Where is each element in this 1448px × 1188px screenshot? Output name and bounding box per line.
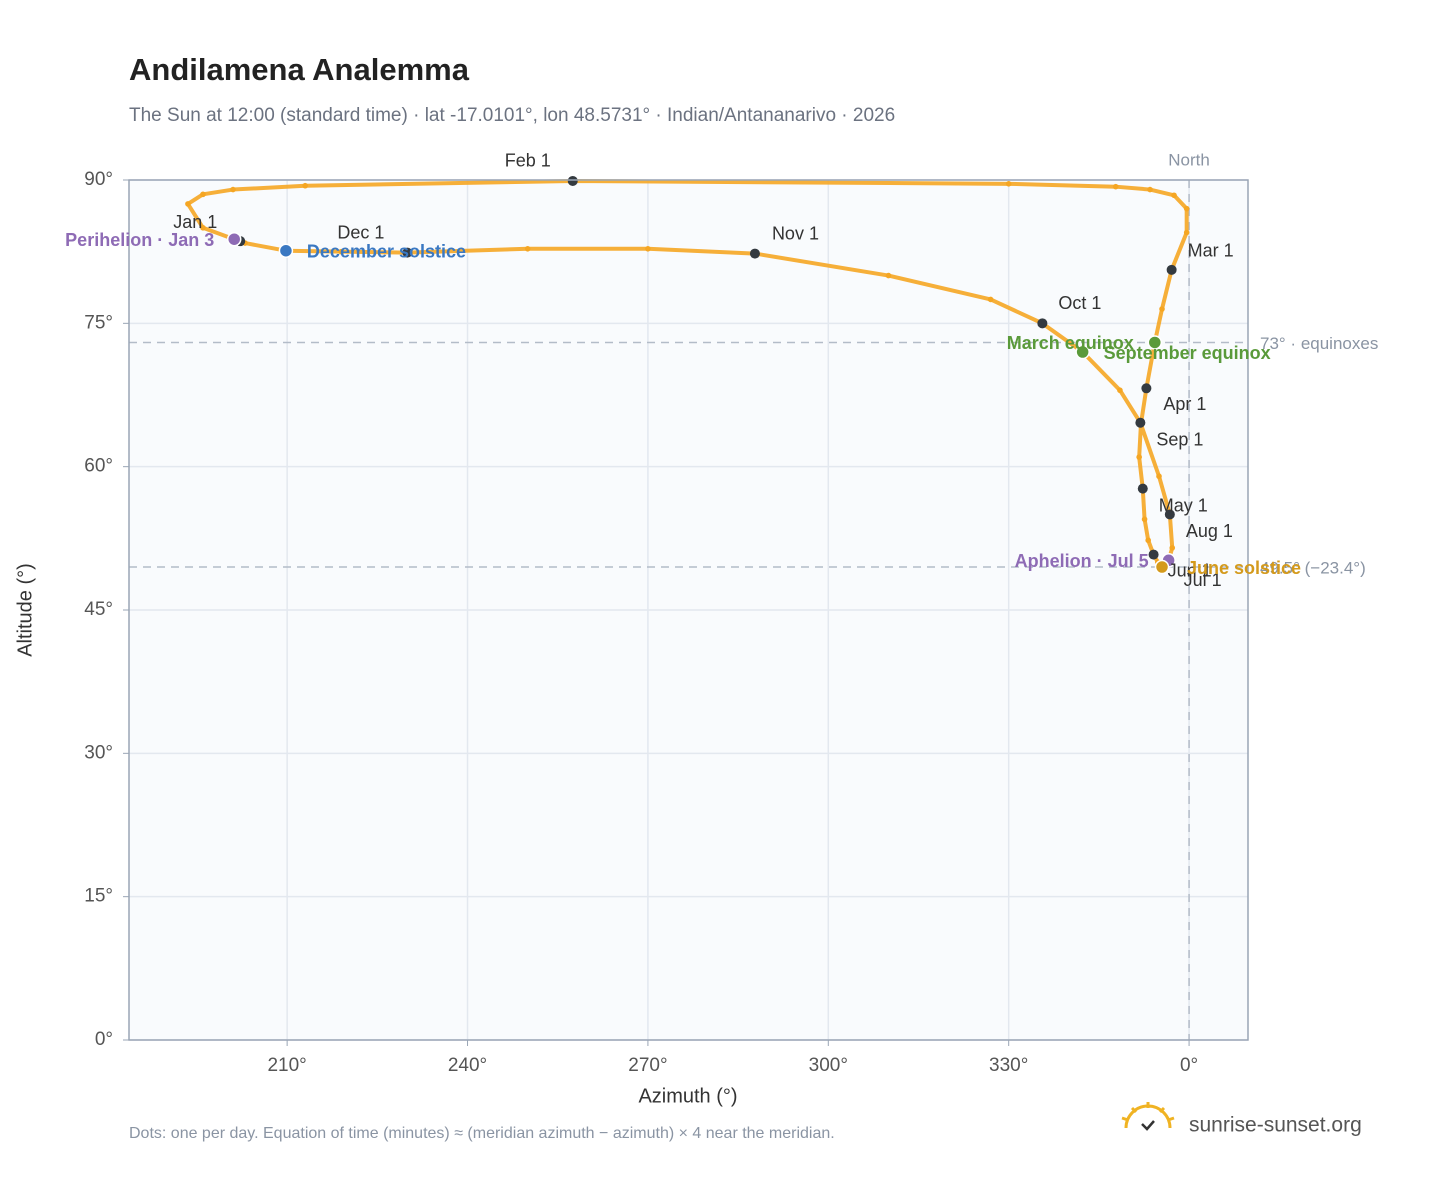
- x-axis-label: Azimuth (°): [638, 1085, 737, 1107]
- month-label: Nov 1: [772, 223, 819, 243]
- y-tick-label: 90°: [84, 169, 113, 190]
- month-label: Dec 1: [337, 222, 384, 242]
- day-dot: [200, 191, 206, 198]
- plot-border: [128, 179, 1249, 1041]
- day-dot: [1156, 473, 1162, 480]
- event-marker: [1147, 335, 1163, 350]
- day-dot: [1169, 545, 1176, 551]
- month-marker: [1141, 383, 1152, 394]
- footnote: Dots: one per day. Equation of time (min…: [129, 1125, 835, 1142]
- month-marker: [402, 247, 413, 258]
- y-tick-label: 30°: [84, 742, 113, 763]
- x-tick-label: 240°: [448, 1055, 487, 1076]
- day-dot: [1147, 186, 1153, 193]
- month-marker: [1137, 483, 1148, 494]
- reference-label: North: [1168, 150, 1210, 169]
- month-marker: [1164, 509, 1175, 520]
- event-marker: [226, 231, 242, 247]
- day-dot: [524, 246, 531, 252]
- month-marker: [1037, 318, 1048, 329]
- analemma-path: [185, 178, 1189, 569]
- y-tick-label: 75°: [84, 312, 113, 333]
- event-label: June solstice: [1187, 558, 1301, 578]
- reference-label: 49.5° (−23.4°): [1260, 558, 1366, 577]
- x-tick-label: 210°: [267, 1055, 306, 1076]
- month-label: Aug 1: [1186, 521, 1233, 541]
- day-dot: [338, 248, 345, 255]
- day-dot: [1159, 306, 1165, 312]
- event-label: December solstice: [307, 241, 466, 261]
- day-dot: [1141, 516, 1148, 523]
- event-marker: [278, 243, 294, 258]
- event-label: Perihelion · Jan 3: [65, 230, 214, 250]
- y-axis-label: Altitude (°): [14, 563, 36, 657]
- y-tick-label: 15°: [84, 886, 113, 907]
- event-label: September equinox: [1104, 343, 1271, 363]
- day-dot: [230, 186, 236, 193]
- reference-label: 73° · equinoxes: [1260, 334, 1378, 353]
- day-dot: [885, 272, 892, 279]
- day-dot: [1005, 181, 1012, 187]
- month-label: May 1: [1159, 495, 1208, 515]
- month-label: Sep 1: [1156, 429, 1203, 449]
- day-dot: [302, 182, 308, 189]
- event-marker: [1154, 559, 1170, 575]
- month-label: Oct 1: [1058, 293, 1101, 313]
- month-marker: [749, 248, 760, 259]
- chart-subtitle: The Sun at 12:00 (standard time) · lat -…: [129, 105, 895, 126]
- day-dot: [1183, 205, 1190, 212]
- day-dot: [987, 296, 994, 303]
- chart-title: Andilamena Analemma: [129, 52, 470, 87]
- event-marker: [1075, 344, 1090, 360]
- day-dot: [200, 224, 206, 231]
- month-label: Feb 1: [505, 151, 551, 171]
- y-tick-label: 60°: [84, 456, 113, 477]
- brand-logo: [1121, 1102, 1175, 1131]
- month-label: Apr 1: [1163, 394, 1206, 414]
- day-dot: [1171, 192, 1177, 199]
- x-tick-label: 0°: [1180, 1055, 1198, 1076]
- month-label: Jan 1: [173, 212, 217, 232]
- brand: sunrise-sunset.org: [1189, 1114, 1362, 1137]
- x-tick-label: 300°: [809, 1055, 848, 1076]
- month-marker: [1166, 264, 1177, 275]
- month-marker: [1148, 549, 1159, 560]
- event-label: March equinox: [1007, 333, 1134, 353]
- month-marker: [567, 175, 578, 186]
- month-marker: [1135, 417, 1146, 428]
- day-dot: [185, 201, 191, 207]
- day-dot: [1112, 183, 1119, 190]
- day-dot: [1117, 387, 1123, 394]
- month-label: Jul 1: [1184, 570, 1222, 590]
- month-label: Jun 1: [1168, 560, 1212, 580]
- event-label: Aphelion · Jul 5: [1015, 551, 1149, 571]
- x-tick-label: 270°: [628, 1055, 667, 1076]
- y-tick-label: 0°: [95, 1029, 113, 1050]
- y-tick-label: 45°: [84, 599, 113, 620]
- day-dot: [1136, 454, 1142, 460]
- month-label: Mar 1: [1188, 241, 1234, 261]
- day-dot: [1183, 229, 1190, 236]
- day-dot: [645, 246, 651, 252]
- x-tick-label: 330°: [989, 1055, 1028, 1076]
- day-dot: [1145, 537, 1151, 544]
